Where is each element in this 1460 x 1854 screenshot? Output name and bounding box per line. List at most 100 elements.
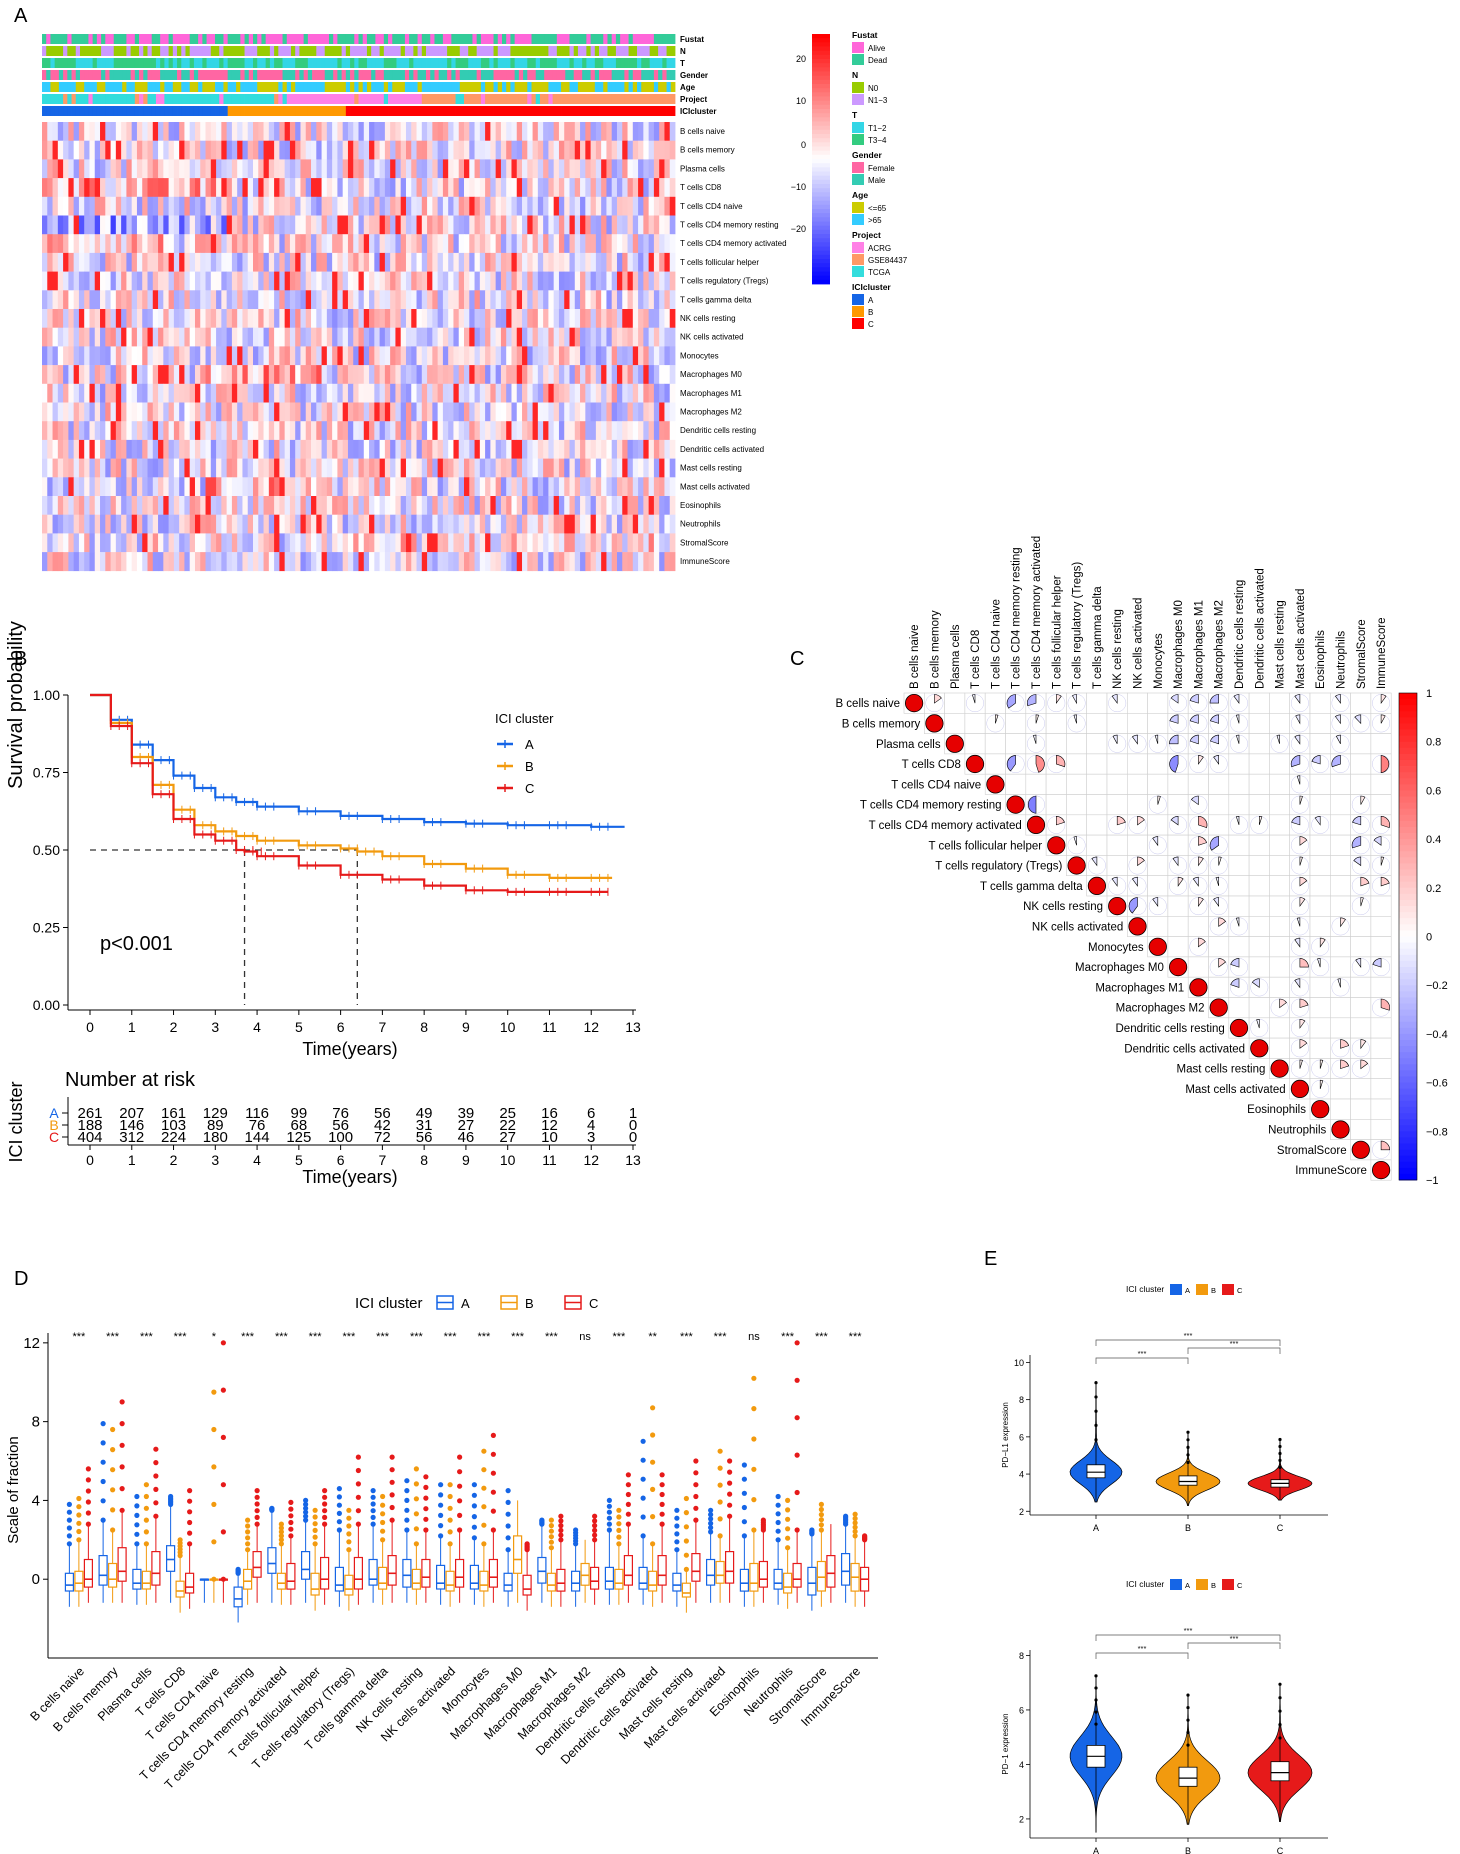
heatmap-cell bbox=[89, 140, 96, 160]
heatmap-cell bbox=[115, 402, 122, 422]
heatmap-cell bbox=[643, 458, 650, 478]
corr-diagonal bbox=[1087, 876, 1107, 896]
heatmap-cell bbox=[453, 309, 460, 328]
annotation-cell bbox=[168, 34, 174, 44]
heatmap-cell bbox=[500, 271, 507, 291]
heatmap-cell bbox=[316, 327, 322, 347]
heatmap-cell bbox=[500, 122, 507, 141]
heatmap-cell bbox=[611, 290, 618, 310]
heatmap-cell bbox=[442, 178, 449, 198]
heatmap-cell bbox=[321, 533, 328, 553]
heatmap-cell bbox=[664, 252, 671, 272]
heatmap-cell bbox=[94, 309, 101, 328]
annotation-cell bbox=[257, 106, 262, 116]
heatmap-cell bbox=[200, 365, 206, 385]
annotation-cell bbox=[497, 82, 503, 92]
heatmap-cell bbox=[427, 533, 433, 553]
heatmap-cell bbox=[659, 234, 665, 254]
heatmap-cell bbox=[664, 421, 671, 441]
corr-cell bbox=[1187, 773, 1209, 795]
km-xtick-label: 0 bbox=[86, 1019, 94, 1035]
annotation-cell bbox=[548, 82, 554, 92]
heatmap-cell bbox=[115, 458, 122, 478]
annotation-cell bbox=[316, 82, 321, 92]
heatmap-cell bbox=[305, 122, 312, 141]
heatmap-cell bbox=[237, 271, 243, 291]
heatmap-cell bbox=[332, 159, 338, 179]
heatmap-cell bbox=[89, 533, 96, 553]
heatmap-cell bbox=[226, 365, 233, 385]
corr-pie bbox=[1091, 856, 1098, 867]
heatmap-cell bbox=[416, 122, 423, 141]
heatmap-cell bbox=[73, 365, 80, 385]
heatmap-cell bbox=[358, 309, 365, 328]
heatmap-cell bbox=[374, 327, 381, 347]
heatmap-cell bbox=[432, 439, 439, 459]
heatmap-cell bbox=[73, 215, 80, 235]
heatmap-cell bbox=[495, 252, 502, 272]
annotation-cell bbox=[202, 58, 207, 68]
heatmap-cell bbox=[316, 290, 322, 310]
annotation-cell bbox=[413, 34, 418, 44]
heatmap-cell bbox=[548, 514, 555, 534]
heatmap-cell bbox=[337, 159, 344, 179]
heatmap-cell bbox=[279, 122, 286, 141]
heatmap-cell bbox=[643, 514, 650, 534]
heatmap-cell bbox=[342, 346, 349, 366]
heatmap-cell bbox=[131, 346, 138, 366]
heatmap-cell bbox=[580, 196, 586, 216]
annotation-cell bbox=[79, 46, 85, 56]
heatmap-cell bbox=[316, 178, 322, 198]
heatmap-cell bbox=[131, 327, 138, 347]
heatmap-cell bbox=[152, 552, 159, 572]
heatmap-cell bbox=[369, 514, 375, 534]
heatmap-cell bbox=[142, 421, 148, 441]
heatmap-cell bbox=[173, 346, 180, 366]
heatmap-cell bbox=[347, 215, 354, 235]
heatmap-cell bbox=[311, 421, 317, 441]
heatmap-cell bbox=[611, 178, 618, 198]
annotation-cell bbox=[472, 58, 478, 68]
corr-colorbar-step bbox=[1399, 705, 1417, 712]
annotation-cell bbox=[489, 34, 494, 44]
annotation-cell bbox=[328, 94, 334, 104]
heatmap-cell bbox=[110, 439, 117, 459]
annotation-cell bbox=[206, 70, 212, 80]
annotation-cell bbox=[455, 82, 461, 92]
corr-cell bbox=[1228, 875, 1250, 897]
heatmap-cell bbox=[516, 327, 523, 347]
heatmap-cell bbox=[543, 178, 549, 198]
heatmap-cell bbox=[100, 159, 106, 179]
heatmap-cell bbox=[532, 346, 539, 366]
annotation-cell bbox=[421, 82, 427, 92]
annotation-cell bbox=[518, 94, 524, 104]
heatmap-cell bbox=[400, 290, 407, 310]
heatmap-cell bbox=[580, 271, 586, 291]
annotation-cell bbox=[193, 82, 199, 92]
heatmap-cell bbox=[453, 215, 460, 235]
heatmap-cell bbox=[158, 514, 164, 534]
heatmap-cell bbox=[289, 140, 296, 160]
heatmap-cell bbox=[553, 252, 560, 272]
heatmap-cell bbox=[500, 346, 507, 366]
heatmap-cell bbox=[353, 271, 359, 291]
annotation-cell bbox=[269, 46, 275, 56]
annotation-cell bbox=[379, 70, 385, 80]
annotation-cell bbox=[312, 58, 317, 68]
heatmap-cell bbox=[242, 365, 249, 385]
heatmap-cell bbox=[347, 402, 354, 422]
annotation-cell bbox=[594, 70, 600, 80]
heatmap-cell bbox=[474, 122, 481, 141]
heatmap-cell bbox=[427, 477, 433, 497]
heatmap-cell bbox=[152, 140, 159, 160]
annotation-cell bbox=[510, 34, 516, 44]
annotation-cell bbox=[269, 58, 275, 68]
corr-cell bbox=[1350, 976, 1372, 998]
annotation-cell bbox=[493, 82, 499, 92]
corr-pie bbox=[1189, 694, 1199, 704]
heatmap-cell bbox=[564, 421, 570, 441]
heatmap-cell bbox=[421, 421, 428, 441]
heatmap-cell bbox=[326, 346, 333, 366]
heatmap-cell bbox=[136, 122, 143, 141]
panel-label-e: E bbox=[984, 1248, 997, 1270]
